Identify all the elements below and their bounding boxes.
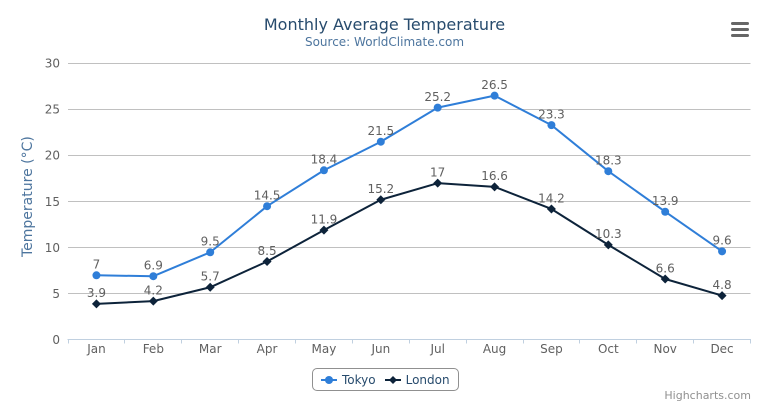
data-label-tokyo-oct: 18.3 xyxy=(595,153,622,167)
point-london-apr[interactable] xyxy=(262,256,272,266)
point-tokyo-jun[interactable] xyxy=(376,137,385,146)
point-tokyo-mar[interactable] xyxy=(206,248,215,257)
data-label-tokyo-aug: 26.5 xyxy=(481,78,508,92)
y-axis-label-15: 15 xyxy=(45,195,60,209)
data-label-london-oct: 10.3 xyxy=(595,227,622,241)
hamburger-menu-icon xyxy=(731,22,749,26)
point-tokyo-nov[interactable] xyxy=(661,207,670,216)
legend-item-london[interactable]: London xyxy=(384,372,450,387)
y-axis-label-25: 25 xyxy=(45,103,60,117)
legend-label-london: London xyxy=(405,372,450,387)
point-tokyo-oct[interactable] xyxy=(604,167,613,176)
point-london-dec[interactable] xyxy=(717,291,727,301)
point-tokyo-sep[interactable] xyxy=(547,121,556,130)
data-label-tokyo-may: 18.4 xyxy=(311,153,338,167)
point-london-mar[interactable] xyxy=(205,282,215,292)
point-tokyo-aug[interactable] xyxy=(490,91,499,100)
x-axis-label-aug: Aug xyxy=(483,342,506,356)
data-label-london-apr: 8.5 xyxy=(258,244,277,258)
data-label-london-jul: 17 xyxy=(430,165,445,179)
point-london-oct[interactable] xyxy=(603,240,613,250)
point-london-may[interactable] xyxy=(319,225,329,235)
data-label-tokyo-jul: 25.2 xyxy=(424,90,451,104)
y-axis-label-10: 10 xyxy=(45,241,60,255)
x-axis-label-sep: Sep xyxy=(540,342,563,356)
data-label-tokyo-feb: 6.9 xyxy=(144,259,163,273)
point-london-sep[interactable] xyxy=(546,204,556,214)
x-axis-label-mar: Mar xyxy=(199,342,222,356)
data-label-london-sep: 14.2 xyxy=(538,191,565,205)
legend-item-tokyo[interactable]: Tokyo xyxy=(321,373,376,387)
y-axis-label-0: 0 xyxy=(52,333,60,347)
data-label-tokyo-dec: 9.6 xyxy=(713,234,732,248)
data-label-london-jun: 15.2 xyxy=(367,182,394,196)
point-tokyo-feb[interactable] xyxy=(149,272,158,281)
chart-subtitle: Source: WorldClimate.com xyxy=(304,35,465,49)
y-axis-label-20: 20 xyxy=(45,149,60,163)
data-label-london-mar: 5.7 xyxy=(201,270,220,284)
x-axis-label-jun: Jun xyxy=(370,342,390,356)
series-line-tokyo[interactable] xyxy=(95,94,724,278)
data-label-london-dec: 4.8 xyxy=(713,278,732,292)
y-axis-title: Temperature (°C) xyxy=(19,136,36,257)
data-label-london-jan: 3.9 xyxy=(87,286,106,300)
data-label-tokyo-sep: 23.3 xyxy=(538,107,565,121)
legend: Tokyo London xyxy=(312,368,459,391)
x-axis-label-jul: Jul xyxy=(429,342,444,356)
x-axis-label-dec: Dec xyxy=(710,342,733,356)
point-london-nov[interactable] xyxy=(660,274,670,284)
x-axis-label-nov: Nov xyxy=(653,342,676,356)
x-axis-label-apr: Apr xyxy=(257,342,278,356)
hamburger-menu-icon xyxy=(731,34,749,38)
x-axis-label-jan: Jan xyxy=(86,342,106,356)
point-london-aug[interactable] xyxy=(490,182,500,192)
data-label-tokyo-jan: 7 xyxy=(93,258,101,272)
point-tokyo-jul[interactable] xyxy=(433,103,442,112)
y-axis-label-30: 30 xyxy=(45,57,60,71)
point-tokyo-may[interactable] xyxy=(319,166,328,175)
x-axis-label-oct: Oct xyxy=(598,342,619,356)
point-london-feb[interactable] xyxy=(148,296,158,306)
data-label-tokyo-jun: 21.5 xyxy=(367,124,394,138)
point-london-jul[interactable] xyxy=(433,178,443,188)
point-tokyo-dec[interactable] xyxy=(718,247,727,256)
data-label-london-aug: 16.6 xyxy=(481,169,508,183)
point-tokyo-apr[interactable] xyxy=(263,202,272,211)
data-label-tokyo-apr: 14.5 xyxy=(254,189,281,203)
data-label-london-nov: 6.6 xyxy=(656,261,675,275)
chart-title: Monthly Average Temperature xyxy=(263,15,506,34)
tokyo-legend-marker xyxy=(321,375,337,384)
y-axis-label-5: 5 xyxy=(52,287,60,301)
credits-link[interactable]: Highcharts.com xyxy=(664,389,751,402)
point-london-jun[interactable] xyxy=(376,195,386,205)
point-tokyo-jan[interactable] xyxy=(92,271,101,280)
hamburger-menu-icon xyxy=(731,28,749,32)
data-label-london-may: 11.9 xyxy=(311,212,338,226)
x-axis-label-feb: Feb xyxy=(143,342,164,356)
data-label-tokyo-nov: 13.9 xyxy=(652,194,679,208)
context-menu-button[interactable] xyxy=(727,18,753,40)
x-axis-label-may: May xyxy=(312,342,337,356)
point-london-jan[interactable] xyxy=(91,299,101,309)
data-label-london-feb: 4.2 xyxy=(144,283,163,297)
legend-label-tokyo: Tokyo xyxy=(342,372,376,387)
series-line-london[interactable] xyxy=(95,182,724,305)
london-legend-marker xyxy=(384,375,401,384)
data-label-tokyo-mar: 9.5 xyxy=(201,235,220,249)
